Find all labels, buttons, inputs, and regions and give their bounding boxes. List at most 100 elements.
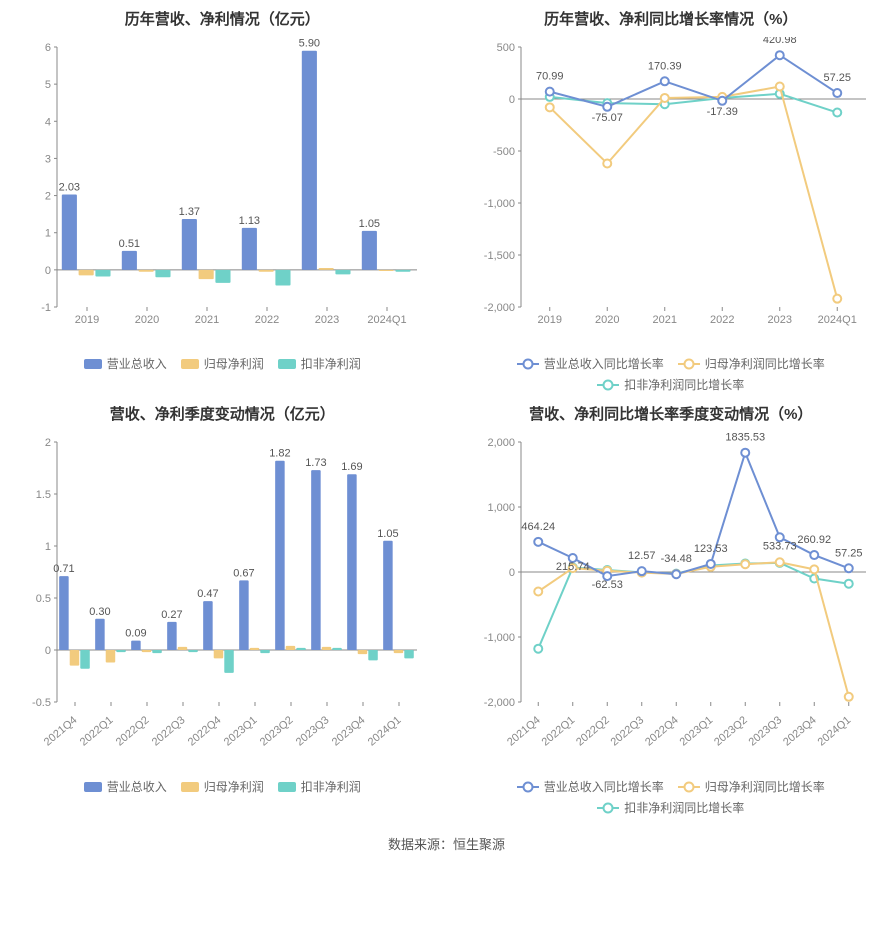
svg-text:2020: 2020 xyxy=(135,314,159,326)
legend-label: 扣非净利润 xyxy=(301,355,361,372)
area-chart1: -1012345620192.0320200.5120211.3720221.1… xyxy=(17,37,427,347)
svg-text:0.27: 0.27 xyxy=(161,609,182,621)
legend-label: 归母净利润同比增长率 xyxy=(705,355,825,372)
legend-swatch xyxy=(84,359,102,369)
legend-item: 扣非净利润同比增长率 xyxy=(597,799,744,816)
svg-text:0.71: 0.71 xyxy=(53,563,74,575)
panel-chart4: 营收、净利同比增长率季度变动情况（%） -2,000-1,00001,0002,… xyxy=(457,403,886,816)
svg-text:57.25: 57.25 xyxy=(835,547,863,559)
svg-text:2019: 2019 xyxy=(75,314,99,326)
svg-text:6: 6 xyxy=(45,42,51,54)
panel-chart3: 营收、净利季度变动情况（亿元） -0.500.511.522021Q40.712… xyxy=(8,403,437,816)
legend-swatch xyxy=(517,786,539,788)
svg-text:2.03: 2.03 xyxy=(59,181,80,193)
svg-text:2020: 2020 xyxy=(595,314,619,326)
svg-text:2022Q3: 2022Q3 xyxy=(150,714,188,748)
svg-text:2023: 2023 xyxy=(767,314,791,326)
svg-text:2022Q4: 2022Q4 xyxy=(186,714,224,748)
svg-text:1.69: 1.69 xyxy=(341,461,362,473)
svg-text:2022: 2022 xyxy=(255,314,279,326)
legend-item: 扣非净利润 xyxy=(278,778,361,795)
svg-text:5: 5 xyxy=(45,79,51,91)
svg-text:2023Q4: 2023Q4 xyxy=(781,714,819,748)
svg-text:2023Q3: 2023Q3 xyxy=(294,714,332,748)
title-chart3: 营收、净利季度变动情况（亿元） xyxy=(110,403,335,424)
svg-text:2023Q3: 2023Q3 xyxy=(746,714,784,748)
legend-label: 营业总收入同比增长率 xyxy=(544,778,664,795)
svg-text:-1: -1 xyxy=(41,302,51,314)
svg-text:2024Q1: 2024Q1 xyxy=(815,714,853,748)
svg-text:2023Q2: 2023Q2 xyxy=(258,714,296,748)
legend-item: 归母净利润同比增长率 xyxy=(678,778,825,795)
svg-text:1.37: 1.37 xyxy=(179,206,200,218)
svg-text:0: 0 xyxy=(45,645,51,657)
title-chart1: 历年营收、净利情况（亿元） xyxy=(125,8,320,29)
data-source: 数据来源：恒生聚源 xyxy=(8,834,885,853)
svg-text:2022: 2022 xyxy=(710,314,734,326)
svg-text:70.99: 70.99 xyxy=(536,71,564,83)
svg-text:0: 0 xyxy=(509,567,515,579)
legend-label: 营业总收入同比增长率 xyxy=(544,355,664,372)
svg-text:215.74: 215.74 xyxy=(556,561,590,573)
svg-text:5.90: 5.90 xyxy=(299,38,320,50)
legend-item: 营业总收入同比增长率 xyxy=(517,355,664,372)
legend-label: 扣非净利润 xyxy=(301,778,361,795)
area-chart3: -0.500.511.522021Q40.712022Q10.302022Q20… xyxy=(17,432,427,770)
legend-swatch xyxy=(597,807,619,809)
legend-label: 归母净利润 xyxy=(204,355,264,372)
svg-text:-1,000: -1,000 xyxy=(484,632,515,644)
svg-text:2022Q4: 2022Q4 xyxy=(643,714,681,748)
chart-grid: 历年营收、净利情况（亿元） -1012345620192.0320200.512… xyxy=(8,8,885,816)
svg-text:420.98: 420.98 xyxy=(763,37,797,46)
legend-item: 扣非净利润同比增长率 xyxy=(597,376,744,393)
svg-text:2021: 2021 xyxy=(652,314,676,326)
svg-text:2023Q1: 2023Q1 xyxy=(677,714,715,748)
svg-text:2021Q4: 2021Q4 xyxy=(42,714,80,748)
svg-text:2021Q4: 2021Q4 xyxy=(505,714,543,748)
legend-chart2: 营业总收入同比增长率 归母净利润同比增长率扣非净利润同比增长率 xyxy=(471,355,871,393)
svg-text:123.53: 123.53 xyxy=(694,543,728,555)
svg-text:1: 1 xyxy=(45,541,51,553)
svg-text:57.25: 57.25 xyxy=(823,72,851,84)
svg-text:1.73: 1.73 xyxy=(305,457,326,469)
svg-text:0.09: 0.09 xyxy=(125,628,146,640)
svg-text:-0.5: -0.5 xyxy=(32,697,51,709)
panel-chart1: 历年营收、净利情况（亿元） -1012345620192.0320200.512… xyxy=(8,8,437,393)
svg-text:12.57: 12.57 xyxy=(628,550,656,562)
svg-text:-34.48: -34.48 xyxy=(660,553,691,565)
svg-text:2024Q1: 2024Q1 xyxy=(366,714,404,748)
legend-label: 归母净利润 xyxy=(204,778,264,795)
legend-label: 营业总收入 xyxy=(107,355,167,372)
title-chart2: 历年营收、净利同比增长率情况（%） xyxy=(544,8,797,29)
legend-swatch xyxy=(181,359,199,369)
svg-text:2: 2 xyxy=(45,437,51,449)
svg-text:2023Q4: 2023Q4 xyxy=(330,714,368,748)
svg-text:2022Q2: 2022Q2 xyxy=(574,714,612,748)
svg-text:2024Q1: 2024Q1 xyxy=(817,314,856,326)
legend-swatch xyxy=(678,786,700,788)
svg-text:533.73: 533.73 xyxy=(763,540,797,552)
legend-swatch xyxy=(181,782,199,792)
legend-item: 营业总收入 xyxy=(84,355,167,372)
svg-text:0: 0 xyxy=(509,94,515,106)
svg-text:0.67: 0.67 xyxy=(233,567,254,579)
legend-chart1: 营业总收入 归母净利润 扣非净利润 xyxy=(84,355,361,372)
svg-text:2,000: 2,000 xyxy=(487,437,515,449)
svg-text:1835.53: 1835.53 xyxy=(725,432,765,444)
legend-swatch xyxy=(517,363,539,365)
legend-label: 归母净利润同比增长率 xyxy=(705,778,825,795)
svg-text:170.39: 170.39 xyxy=(648,60,682,72)
svg-text:2023Q1: 2023Q1 xyxy=(222,714,260,748)
svg-text:2021: 2021 xyxy=(195,314,219,326)
svg-text:-2,000: -2,000 xyxy=(484,302,515,314)
svg-text:2022Q3: 2022Q3 xyxy=(608,714,646,748)
legend-item: 扣非净利润 xyxy=(278,355,361,372)
svg-text:-500: -500 xyxy=(493,146,515,158)
legend-label: 营业总收入 xyxy=(107,778,167,795)
svg-text:464.24: 464.24 xyxy=(521,521,555,533)
svg-text:2: 2 xyxy=(45,191,51,203)
svg-text:-1,000: -1,000 xyxy=(484,198,515,210)
legend-swatch xyxy=(278,782,296,792)
svg-text:2023Q2: 2023Q2 xyxy=(712,714,750,748)
legend-chart4: 营业总收入同比增长率 归母净利润同比增长率扣非净利润同比增长率 xyxy=(471,778,871,816)
